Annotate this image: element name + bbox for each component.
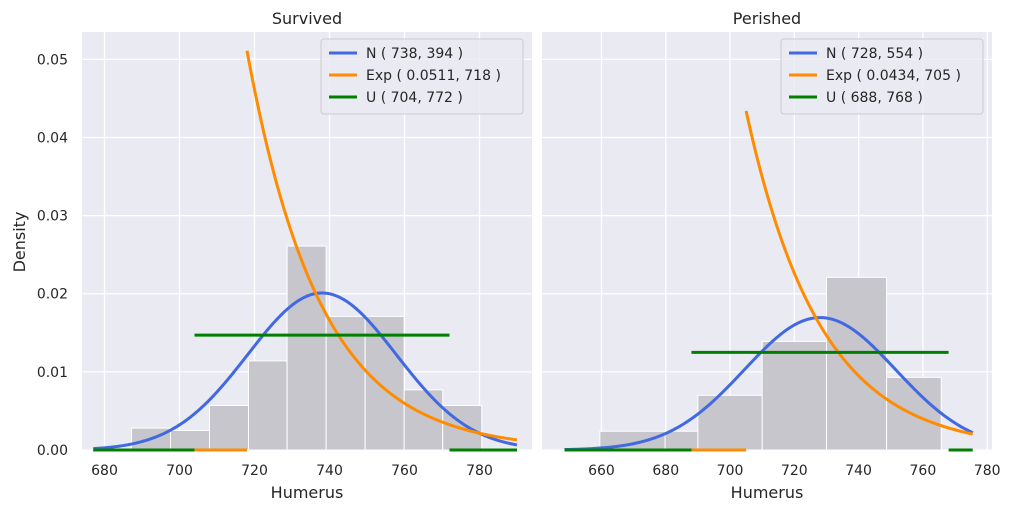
x-ticks-perished: 660 680 700 720 740 760 780 (588, 463, 1000, 479)
panel-survived: 0.00 0.01 0.02 0.03 0.04 0.05 680 700 720 740 760… (37, 9, 532, 502)
x-tick-label: 780 (466, 463, 493, 479)
legend-entry: U ( 704, 772 ) (366, 90, 463, 106)
x-axis-label-perished: Humerus (731, 483, 804, 502)
x-tick-label: 740 (845, 463, 872, 479)
y-tick-label: 0.01 (37, 365, 68, 381)
histogram-bar (170, 429, 210, 451)
normal-curve (564, 316, 974, 452)
histogram-bar (209, 404, 249, 451)
legend-entry: N ( 738, 394 ) (366, 46, 463, 62)
histogram-bar (761, 340, 827, 451)
exponential-curve (245, 50, 518, 442)
histogram-bar (664, 430, 699, 451)
legend-survived: N ( 738, 394 ) Exp ( 0.0511, 718 ) U ( 704… (320, 38, 524, 115)
x-tick-label: 680 (652, 463, 679, 479)
x-ticks-survived: 680 700 720 740 760 780 (91, 463, 493, 479)
x-tick-label: 700 (166, 463, 193, 479)
x-axis-label-survived: Humerus (271, 483, 344, 502)
y-tick-label: 0.05 (37, 52, 68, 68)
x-tick-label: 720 (241, 463, 268, 479)
histogram-bar (325, 315, 366, 451)
x-tick-label: 760 (391, 463, 418, 479)
fitted-curves-perished (564, 110, 974, 452)
legend-entry: Exp ( 0.0434, 705 ) (826, 68, 961, 84)
histogram-bar (248, 360, 288, 451)
x-tick-label: 780 (974, 463, 1001, 479)
legend-entry: N ( 728, 554 ) (826, 46, 923, 62)
y-tick-label: 0.00 (37, 443, 68, 459)
normal-curve (93, 291, 518, 451)
panel-title-survived: Survived (272, 9, 342, 28)
panel-title-perished: Perished (733, 9, 801, 28)
x-tick-label: 740 (316, 463, 343, 479)
legend-box (320, 38, 524, 115)
exponential-curve (744, 110, 974, 436)
y-axis-label: Density (10, 212, 29, 273)
y-tick-label: 0.03 (37, 209, 68, 225)
histogram-bar (697, 394, 763, 451)
legend-perished: N ( 728, 554 ) Exp ( 0.0434, 705 ) U ( 688… (780, 38, 984, 115)
y-ticks-survived: 0.00 0.01 0.02 0.03 0.04 0.05 (37, 52, 68, 459)
panel-perished: 660 680 700 720 740 760 780 Perished Humerus N… (542, 9, 1001, 502)
histogram-bar (825, 276, 888, 451)
y-tick-label: 0.04 (37, 130, 68, 146)
x-tick-label: 660 (588, 463, 615, 479)
fitted-curves-survived (93, 50, 518, 452)
x-tick-label: 760 (910, 463, 937, 479)
histogram-bar (286, 245, 327, 451)
legend-entry: U ( 688, 768 ) (826, 90, 923, 106)
legend-box (780, 38, 984, 115)
x-tick-label: 720 (781, 463, 808, 479)
histogram-perished (599, 276, 942, 451)
legend-entry: Exp ( 0.0511, 718 ) (366, 68, 501, 84)
x-tick-label: 680 (91, 463, 118, 479)
x-tick-label: 700 (717, 463, 744, 479)
y-tick-label: 0.02 (37, 287, 68, 303)
